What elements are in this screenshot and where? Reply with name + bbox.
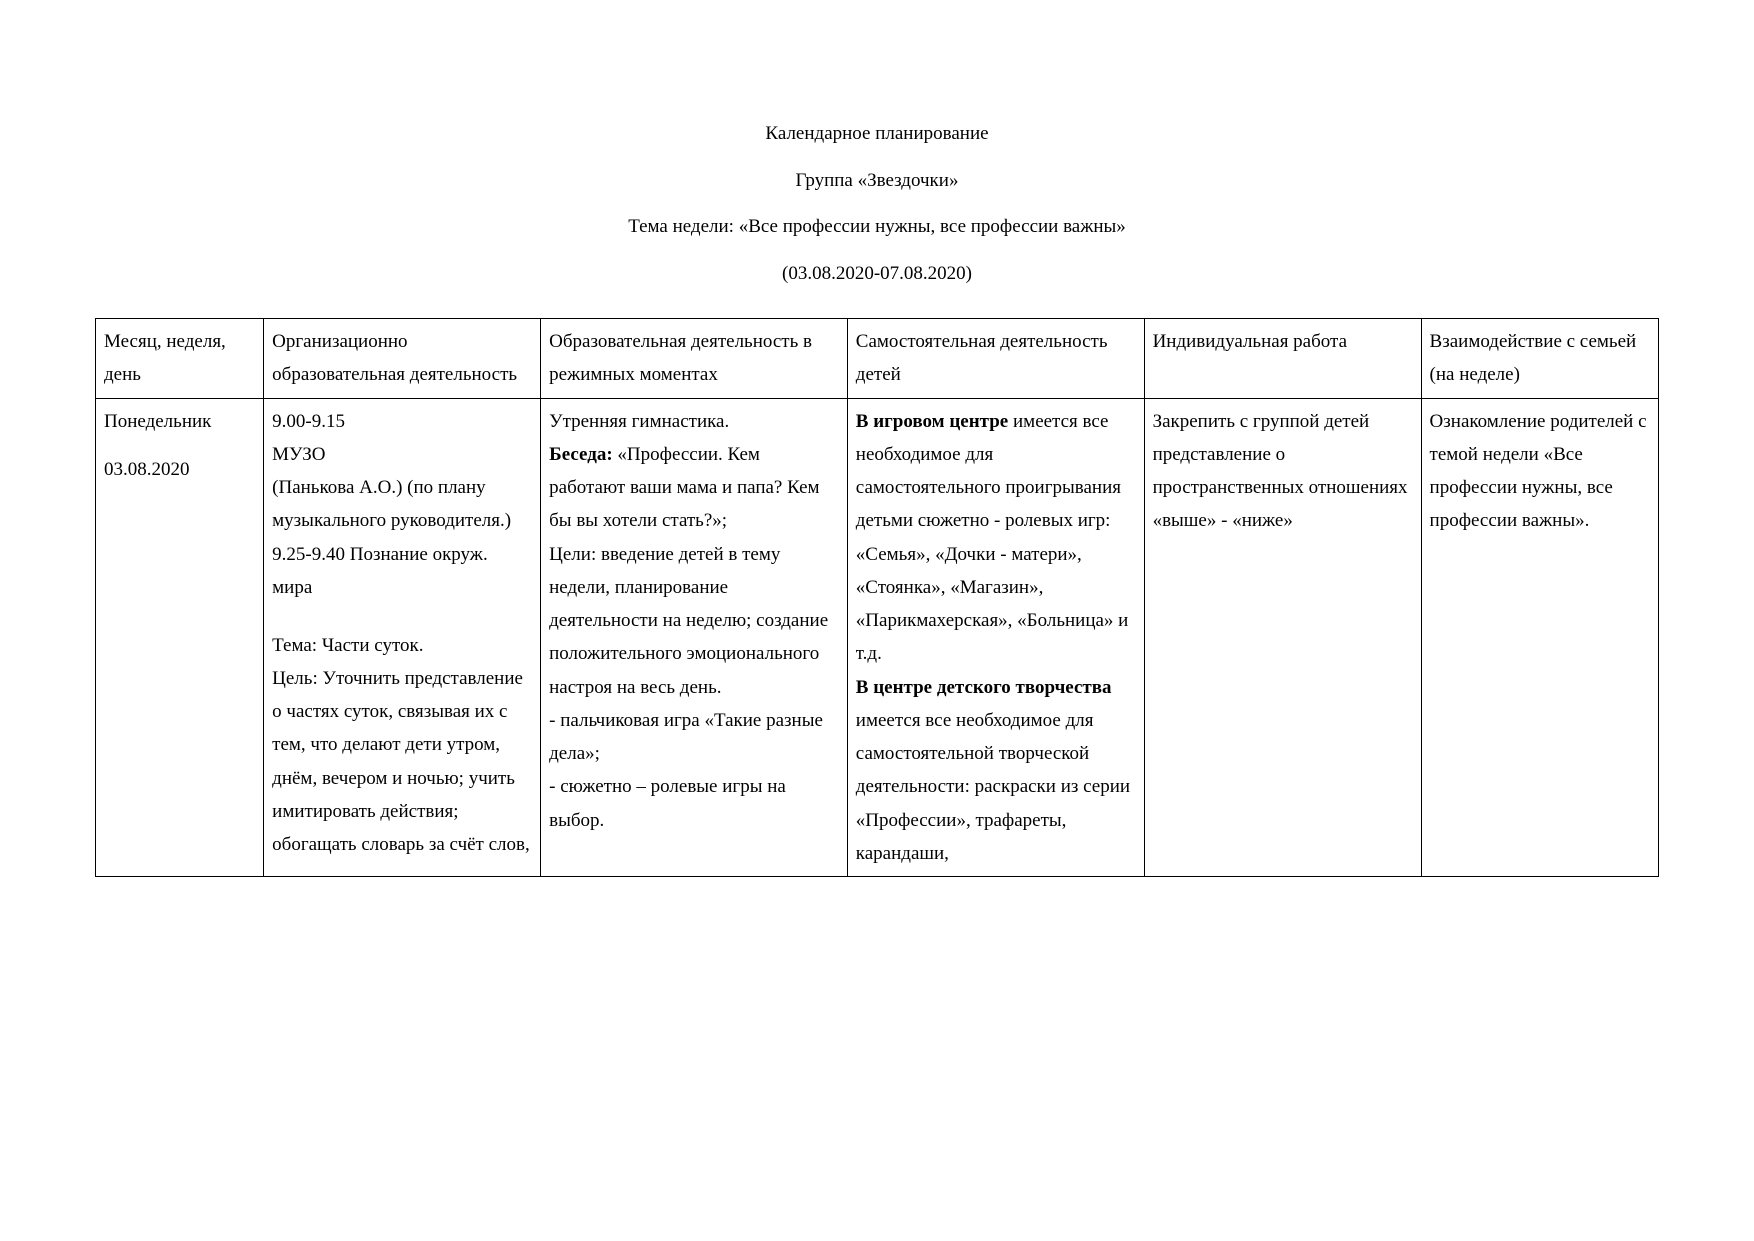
self-text: имеется все необходимое для самостоятель… [856,710,1130,864]
cell-day: Понедельник 03.08.2020 [96,398,264,877]
org-line: 9.25-9.40 Познание окруж. мира [272,538,532,605]
col-header-org: Организационно образовательная деятельно… [264,319,541,399]
org-line: (Панькова А.О.) (по плану музыкального р… [272,471,532,538]
col-header-family: Взаимодействие с семьей (на неделе) [1421,319,1658,399]
cell-indiv: Закрепить с группой детей представление … [1144,398,1421,877]
org-line [272,604,532,629]
edu-line: - пальчиковая игра «Такие разные дела»; [549,704,839,771]
edu-line: Утренняя гимнастика. [549,405,839,438]
self-bold: В центре детского творчества [856,677,1112,698]
title-line-3: Тема недели: «Все профессии нужны, все п… [95,213,1659,242]
cell-org: 9.00-9.15 МУЗО (Панькова А.О.) (по плану… [264,398,541,877]
title-line-2: Группа «Звездочки» [95,167,1659,196]
table-row: Понедельник 03.08.2020 9.00-9.15 МУЗО (П… [96,398,1659,877]
indiv-text: Закрепить с группой детей представление … [1153,405,1413,538]
org-line: МУЗО [272,438,532,471]
title-line-4: (03.08.2020-07.08.2020) [95,260,1659,289]
title-block: Календарное планирование Группа «Звездоч… [95,120,1659,288]
spacer [104,440,255,451]
col-header-day: Месяц, неделя, день [96,319,264,399]
org-line: о частях суток, связывая их с тем, что д… [272,695,532,861]
cell-self: В игровом центре имеется все необходимое… [847,398,1144,877]
cell-edu: Утренняя гимнастика. Беседа: «Профессии.… [541,398,848,877]
org-line: Цель: Уточнить представление [272,662,532,695]
self-text: имеется все необходимое для самостоятель… [856,411,1129,665]
self-block: В центре детского творчества имеется все… [856,671,1136,871]
title-line-1: Календарное планирование [95,120,1659,149]
edu-bold: Беседа: [549,444,613,465]
cell-family: Ознакомление родителей с темой недели «В… [1421,398,1658,877]
edu-line: Цели: введение детей в тему недели, план… [549,538,839,704]
col-header-edu: Образовательная деятельность в режимных … [541,319,848,399]
org-line: Тема: Части суток. [272,629,532,662]
col-header-indiv: Индивидуальная работа [1144,319,1421,399]
day-name: Понедельник [104,405,255,438]
family-text: Ознакомление родителей с темой недели «В… [1430,405,1650,538]
self-block: В игровом центре имеется все необходимое… [856,405,1136,671]
planning-table: Месяц, неделя, день Организационно образ… [95,318,1659,877]
edu-line: Беседа: «Профессии. Кем работают ваши ма… [549,438,839,538]
day-date: 03.08.2020 [104,453,255,486]
edu-line: - сюжетно – ролевые игры на выбор. [549,770,839,837]
col-header-self: Самостоятельная деятельность детей [847,319,1144,399]
self-bold: В игровом центре [856,411,1008,432]
table-header-row: Месяц, неделя, день Организационно образ… [96,319,1659,399]
org-line: 9.00-9.15 [272,405,532,438]
